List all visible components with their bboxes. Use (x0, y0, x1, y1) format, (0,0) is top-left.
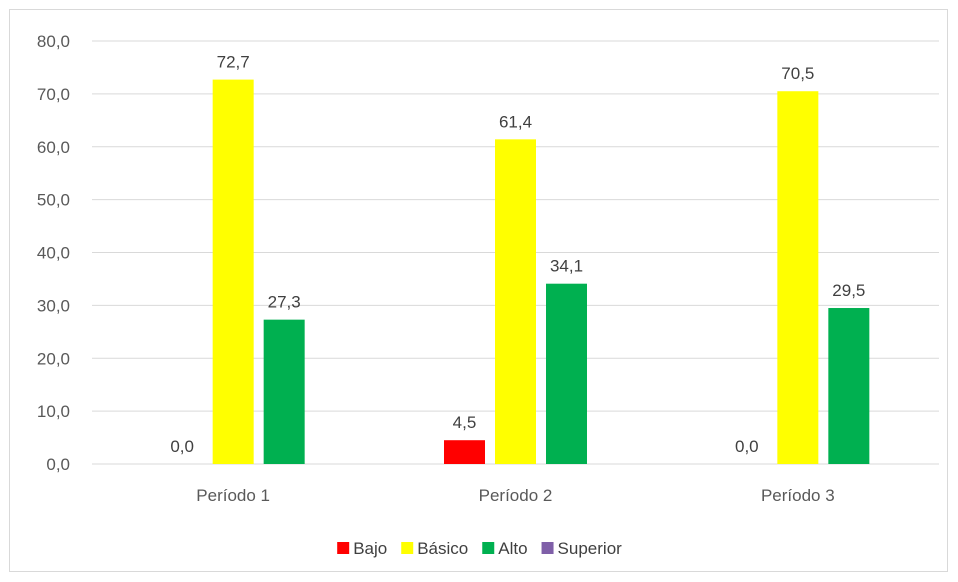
legend: Bajo Básico Alto Superior (337, 539, 622, 558)
bar-alto (828, 308, 870, 464)
bar-alto (263, 319, 305, 464)
x-tick-label: Período 3 (761, 486, 835, 505)
legend-swatch (337, 542, 350, 554)
data-label: 29,5 (832, 281, 865, 300)
y-tick-label: 50,0 (37, 191, 70, 210)
data-label: 4,5 (453, 413, 477, 432)
x-axis-tick-labels: Período 1 Período 2 Período 3 (196, 486, 834, 505)
legend-swatch (541, 542, 554, 554)
data-label: 72,7 (217, 53, 250, 72)
y-tick-label: 40,0 (37, 244, 70, 263)
bar-básico (212, 79, 254, 464)
chart-frame: 0,0 10,0 20,0 30,0 40,0 50,0 60,0 70,0 80,0 0,0 7… (9, 9, 948, 572)
bar-alto (546, 283, 587, 464)
legend-swatch (482, 542, 495, 554)
y-axis-tick-labels: 0,0 10,0 20,0 30,0 40,0 50,0 60,0 70,0 80,0 (37, 32, 70, 474)
data-label: 0,0 (170, 437, 194, 456)
legend-label: Superior (558, 539, 623, 558)
legend-item-superior: Superior (541, 539, 623, 558)
legend-item-alto: Alto (482, 539, 528, 558)
data-label: 34,1 (550, 257, 583, 276)
data-label: 27,3 (268, 293, 301, 312)
bars (212, 79, 870, 464)
y-tick-label: 70,0 (37, 85, 70, 104)
y-tick-label: 60,0 (37, 138, 70, 157)
y-tick-label: 0,0 (46, 455, 70, 474)
data-label: 70,5 (781, 64, 814, 83)
legend-swatch (401, 542, 414, 554)
legend-item-bajo: Bajo (337, 539, 387, 558)
legend-label: Básico (417, 539, 468, 558)
x-tick-label: Período 2 (479, 486, 553, 505)
legend-item-básico: Básico (401, 539, 468, 558)
y-tick-label: 20,0 (37, 349, 70, 368)
bar-bajo (444, 440, 485, 464)
x-tick-label: Período 1 (196, 486, 270, 505)
bar-básico (495, 139, 536, 464)
y-tick-label: 80,0 (37, 32, 70, 51)
legend-label: Alto (498, 539, 527, 558)
bar-básico (777, 91, 819, 464)
y-tick-label: 10,0 (37, 402, 70, 421)
legend-label: Bajo (353, 539, 387, 558)
data-label: 61,4 (499, 112, 532, 131)
bar-chart: 0,0 10,0 20,0 30,0 40,0 50,0 60,0 70,0 80,0 0,0 7… (37, 32, 939, 558)
data-labels: 0,0 72,7 27,3 4,5 61,4 34,1 0,0 70,5 29,5 (170, 53, 865, 456)
data-label: 0,0 (735, 437, 759, 456)
y-tick-label: 30,0 (37, 296, 70, 315)
